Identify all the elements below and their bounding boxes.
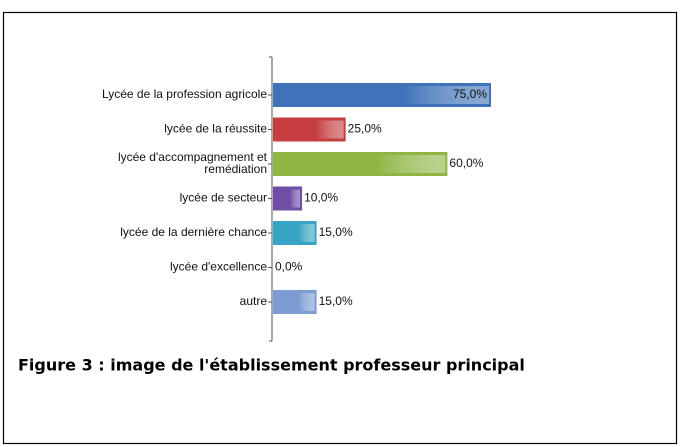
- category-label: lycée de la réussite: [164, 122, 267, 136]
- bar-shine: [275, 224, 315, 242]
- frame: [2, 11, 678, 445]
- value-label: 15,0%: [319, 225, 353, 239]
- bar-shine: [275, 120, 344, 139]
- category-label: Lycée de la profession agricole: [102, 87, 267, 101]
- category-label: lycée de secteur: [180, 191, 267, 205]
- category-label: autre: [240, 294, 268, 308]
- category-label: lycée d'excellence: [170, 260, 267, 274]
- figure-caption: Figure 3 : image de l'établissement prof…: [18, 356, 525, 375]
- value-label: 60,0%: [449, 156, 483, 170]
- value-label: 25,0%: [348, 122, 382, 136]
- bar-shine: [275, 189, 301, 208]
- value-label: 10,0%: [304, 191, 338, 205]
- value-label: 15,0%: [319, 294, 353, 308]
- bar-shine: [275, 293, 315, 311]
- category-label: lycée d'accompagnement et remédiation: [118, 150, 268, 176]
- value-label: 75,0%: [453, 87, 487, 101]
- bar-shine: [275, 155, 446, 173]
- value-label: 0,0%: [275, 260, 303, 274]
- category-label: lycée de la dernière chance: [120, 225, 267, 239]
- bar-shine: [275, 86, 489, 104]
